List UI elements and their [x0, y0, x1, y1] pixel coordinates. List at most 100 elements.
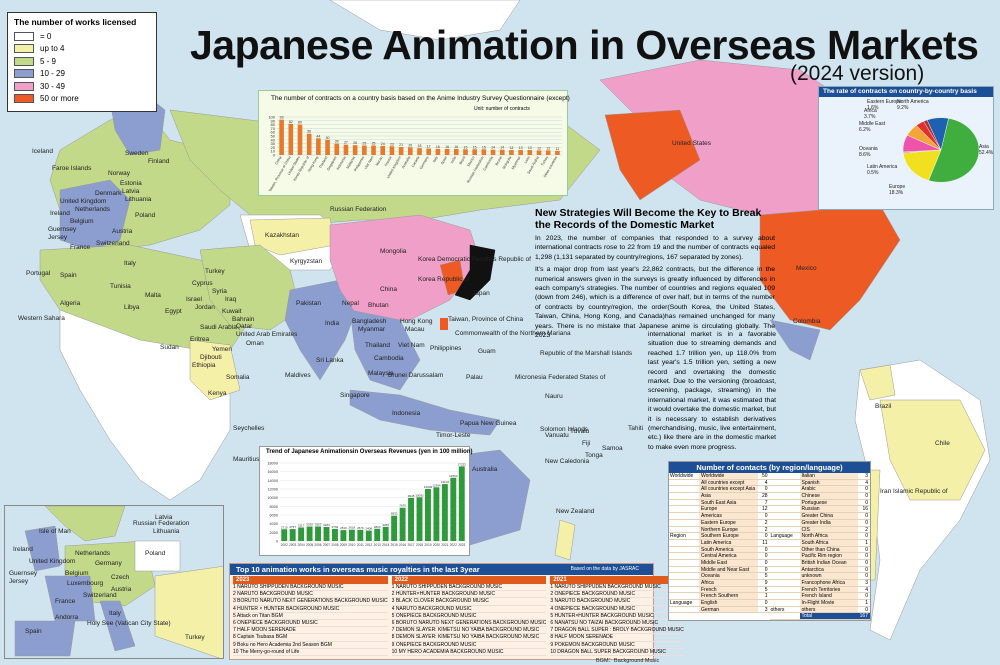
western-europe-shape [59, 179, 131, 251]
bar-value-label: 93 [280, 116, 284, 120]
contacts-table: Number of contacts (by region/language) … [668, 461, 871, 622]
revenue-bar [357, 529, 364, 541]
map-label: Vanuatu [545, 432, 569, 439]
contacts-group [669, 493, 699, 499]
top10-year-column: 2023 1 NARUTO SHIPPUDEN BACKGROUND MUSIC… [233, 576, 392, 656]
contacts-value: 0 [764, 553, 768, 560]
map-label: Ethiopia [192, 362, 216, 369]
contacts-row: Other than China 0 [769, 546, 870, 554]
contacts-group [669, 540, 699, 546]
bar-category-label: Viet Nam [364, 155, 375, 169]
top10-item: 7 HALF MOON SERENADE [233, 627, 388, 635]
contacts-row: Latin America 11 [669, 539, 770, 547]
revenue-value-label: 5833 [391, 512, 398, 516]
contacts-group [770, 486, 800, 492]
revenue-value-label: 7676 [399, 504, 406, 508]
contacts-group [770, 613, 800, 619]
map-label: Denmark [95, 190, 122, 197]
map-label: Kuwait [222, 308, 242, 315]
contacts-row: Greater China 0 [769, 513, 870, 520]
inset-label: Austria [111, 586, 132, 593]
revenue-year-label: 2016 [399, 543, 406, 547]
contacts-row: British Indian Ocean Territories 0 [769, 559, 870, 573]
contacts-value: 0 [865, 573, 868, 580]
contacts-value: 0 [764, 533, 768, 540]
map-label: Colombia [793, 318, 821, 325]
contacts-value: 0 [865, 566, 868, 573]
pie-slice-label: 3.7% [864, 114, 876, 120]
contacts-value: 0 [865, 533, 868, 540]
top10-item: 7 DEMON SLAYER: KIMETSU NO YAIBA BACKGRO… [391, 627, 547, 635]
contacts-total-label: Total [799, 613, 858, 619]
revenue-value-label: 3265 [382, 523, 389, 527]
bar-mark [444, 148, 450, 155]
legend-label: 10 - 29 [40, 69, 65, 79]
contacts-group [770, 547, 800, 553]
inset-label: Lithuania [153, 528, 180, 535]
top10-item: 10 The Merry-go-round of Life [233, 649, 388, 656]
contacts-name: Russian [799, 506, 858, 512]
contacts-name: Spanish [799, 479, 858, 486]
contacts-value: 0 [764, 600, 768, 607]
map-label: Egypt [165, 308, 182, 315]
map-label: Pakistan [296, 300, 321, 307]
contacts-group [770, 540, 800, 546]
bar-y-tick: 50 [271, 134, 276, 139]
top10-source: Based on the data by JASRAC [570, 566, 639, 572]
contacts-value: 3 [865, 473, 868, 479]
contacts-group [770, 553, 800, 559]
contacts-name: Italian [799, 473, 858, 479]
bar-mark [343, 144, 349, 155]
bar-category-label: Spain [440, 155, 448, 165]
contacts-group [669, 573, 699, 579]
revenue-y-tick: 10000 [267, 496, 278, 500]
contacts-group [669, 506, 699, 512]
contacts-name: All countries except Asia [699, 486, 758, 492]
bar-value-label: 12 [546, 146, 550, 150]
inset-label: Turkey [185, 634, 205, 641]
map-label: Chile [935, 440, 950, 447]
bar-category-label: Myanmar [511, 155, 522, 170]
map-label: Lithuania [125, 196, 152, 203]
contacts-group [770, 473, 800, 479]
bar-mark [490, 149, 496, 155]
map-label: New Caledonia [545, 458, 590, 465]
revenue-year-label: 2013 [374, 543, 381, 547]
top10-year: 2023 [233, 576, 388, 584]
map-label: Saudi Arabia [200, 324, 237, 331]
revenue-bar [306, 526, 313, 541]
inset-label: Luxembourg [67, 580, 104, 587]
contacts-row: others others 0 [769, 606, 870, 614]
contacts-row: French 5 [669, 586, 770, 594]
map-label: Norway [108, 170, 131, 177]
bar-category-label: Brunei [495, 155, 504, 166]
revenue-year-label: 2011 [357, 543, 364, 547]
map-label: Sudan [160, 344, 179, 351]
top10-item: 3 BORUTO NARUTO NEXT GENERATIONS BACKGRO… [233, 598, 388, 606]
map-label: Finland [148, 158, 170, 165]
revenue-year-label: 2014 [382, 543, 389, 547]
contacts-name: All countries except some areas [699, 479, 758, 492]
page-subtitle: (2024 version) [790, 62, 925, 85]
revenue-bar [416, 497, 423, 541]
legend-item: 30 - 49 [14, 80, 150, 93]
bar-value-label: 15 [482, 145, 486, 149]
strategy-para-1: In 2023, the number of companies that re… [535, 235, 775, 261]
revenue-bar [281, 529, 288, 541]
strategy-para-2: It's a major drop from last year's 22,86… [535, 266, 775, 340]
contacts-row: Antarctica 0 [769, 566, 870, 574]
pie-slice-name: Africa [864, 108, 877, 114]
map-label: Bhutan [368, 302, 389, 309]
revenue-value-label: 3335 [306, 523, 313, 527]
map-label: Micronesia Federated States of [515, 374, 606, 381]
contacts-value: 1 [764, 593, 768, 600]
contacts-name: South Africa [799, 539, 858, 546]
map-label: Seychelles [233, 425, 265, 432]
bar-value-label: 13 [519, 146, 523, 150]
contacts-row: Spanish 4 [769, 479, 870, 487]
map-label: Switzerland [96, 240, 130, 247]
europe-inset-map: Latvia Isle of Man Lithuania Ireland Uni… [4, 505, 224, 659]
contacts-group [669, 553, 699, 559]
map-label: Tuvalu [570, 428, 590, 435]
